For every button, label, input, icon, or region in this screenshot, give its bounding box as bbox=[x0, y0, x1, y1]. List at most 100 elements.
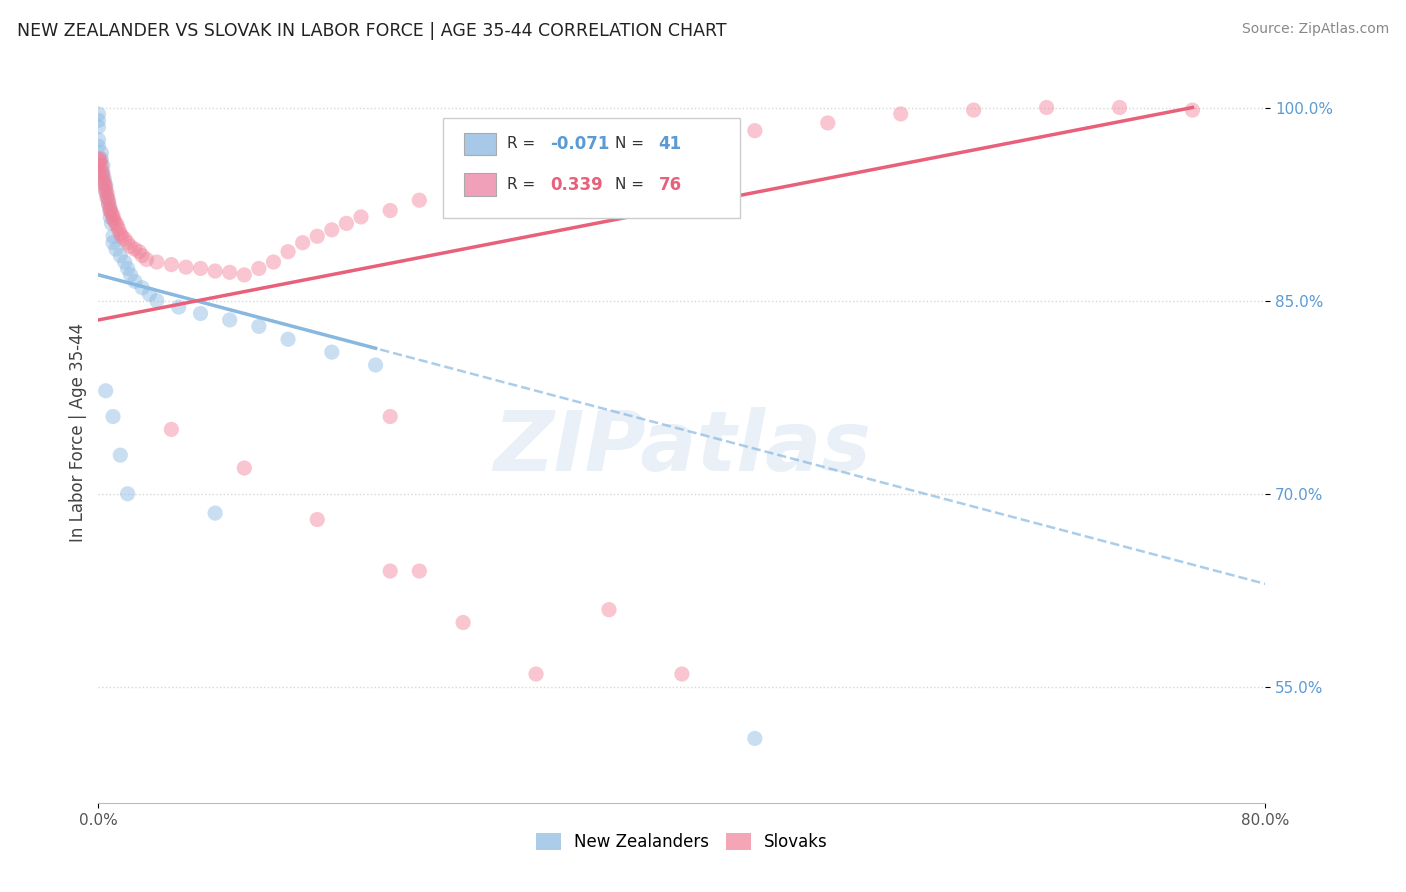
Point bbox=[104, 242, 127, 256]
Point bbox=[364, 358, 387, 372]
Point bbox=[90, 165, 112, 179]
Point bbox=[97, 193, 120, 207]
Point bbox=[110, 448, 132, 462]
Point bbox=[87, 120, 110, 134]
Point bbox=[204, 264, 226, 278]
Point bbox=[277, 244, 299, 259]
Point bbox=[131, 249, 153, 263]
Text: 41: 41 bbox=[658, 135, 682, 153]
Text: N =: N = bbox=[616, 136, 650, 152]
Point bbox=[524, 667, 547, 681]
Point bbox=[124, 242, 146, 256]
Point bbox=[138, 287, 160, 301]
Point bbox=[598, 154, 620, 169]
Point bbox=[247, 319, 270, 334]
Point bbox=[94, 184, 117, 198]
Point bbox=[117, 235, 139, 250]
Point bbox=[671, 139, 693, 153]
Y-axis label: In Labor Force | Age 35-44: In Labor Force | Age 35-44 bbox=[69, 323, 87, 542]
Point bbox=[291, 235, 314, 250]
Point bbox=[111, 229, 134, 244]
Text: R =: R = bbox=[508, 178, 540, 192]
Point bbox=[160, 422, 183, 436]
Point bbox=[817, 116, 839, 130]
Text: N =: N = bbox=[616, 178, 650, 192]
Point bbox=[94, 178, 117, 192]
Point bbox=[93, 178, 115, 192]
Point bbox=[117, 487, 139, 501]
Point bbox=[174, 260, 197, 275]
Point bbox=[100, 206, 122, 220]
Point bbox=[160, 258, 183, 272]
Point bbox=[1181, 103, 1204, 117]
Point bbox=[87, 139, 110, 153]
Point bbox=[307, 229, 329, 244]
Point bbox=[94, 184, 117, 198]
Point bbox=[146, 293, 169, 308]
Point bbox=[110, 249, 132, 263]
Point bbox=[90, 152, 112, 166]
Point bbox=[89, 154, 111, 169]
Point bbox=[96, 191, 118, 205]
Point bbox=[114, 232, 136, 246]
Point bbox=[233, 268, 256, 282]
Point bbox=[262, 255, 284, 269]
Point bbox=[98, 201, 121, 215]
Point bbox=[89, 152, 111, 166]
Point bbox=[97, 197, 120, 211]
Point bbox=[93, 171, 115, 186]
Point bbox=[101, 209, 124, 223]
Point bbox=[481, 178, 503, 192]
Point bbox=[524, 171, 547, 186]
Point bbox=[98, 203, 121, 218]
Point bbox=[671, 667, 693, 681]
Point bbox=[117, 261, 139, 276]
Point bbox=[120, 268, 142, 282]
Point bbox=[101, 235, 124, 250]
Point bbox=[91, 171, 114, 186]
Point bbox=[321, 223, 343, 237]
Point bbox=[131, 281, 153, 295]
Point bbox=[87, 152, 110, 166]
Point bbox=[335, 216, 357, 230]
Point bbox=[101, 229, 124, 244]
Point bbox=[190, 261, 212, 276]
Point bbox=[1035, 101, 1057, 115]
Point bbox=[380, 409, 402, 424]
Point bbox=[96, 186, 118, 201]
Point bbox=[247, 261, 270, 276]
FancyBboxPatch shape bbox=[464, 133, 496, 155]
Point bbox=[451, 615, 474, 630]
Point bbox=[87, 158, 110, 172]
Point bbox=[890, 107, 912, 121]
Legend: New Zealanders, Slovaks: New Zealanders, Slovaks bbox=[529, 826, 835, 857]
Point bbox=[98, 203, 121, 218]
Point bbox=[135, 252, 157, 267]
Point bbox=[91, 168, 114, 182]
Point bbox=[97, 197, 120, 211]
Point bbox=[93, 175, 115, 189]
Point bbox=[451, 184, 474, 198]
Text: ZIPatlas: ZIPatlas bbox=[494, 407, 870, 488]
Point bbox=[218, 265, 240, 279]
Point bbox=[94, 180, 117, 194]
Point bbox=[380, 203, 402, 218]
Point bbox=[101, 211, 124, 226]
Point bbox=[167, 300, 190, 314]
Point bbox=[744, 124, 766, 138]
Point bbox=[114, 255, 136, 269]
Point bbox=[128, 244, 150, 259]
Text: Source: ZipAtlas.com: Source: ZipAtlas.com bbox=[1241, 22, 1389, 37]
Point bbox=[94, 384, 117, 398]
FancyBboxPatch shape bbox=[464, 173, 496, 195]
Text: R =: R = bbox=[508, 136, 540, 152]
Point bbox=[90, 158, 112, 172]
Point bbox=[90, 145, 112, 160]
Point bbox=[98, 210, 121, 224]
FancyBboxPatch shape bbox=[443, 118, 741, 218]
Point bbox=[103, 214, 125, 228]
Point bbox=[104, 216, 127, 230]
Point bbox=[1108, 101, 1130, 115]
Text: -0.071: -0.071 bbox=[550, 135, 609, 153]
Point bbox=[190, 306, 212, 320]
